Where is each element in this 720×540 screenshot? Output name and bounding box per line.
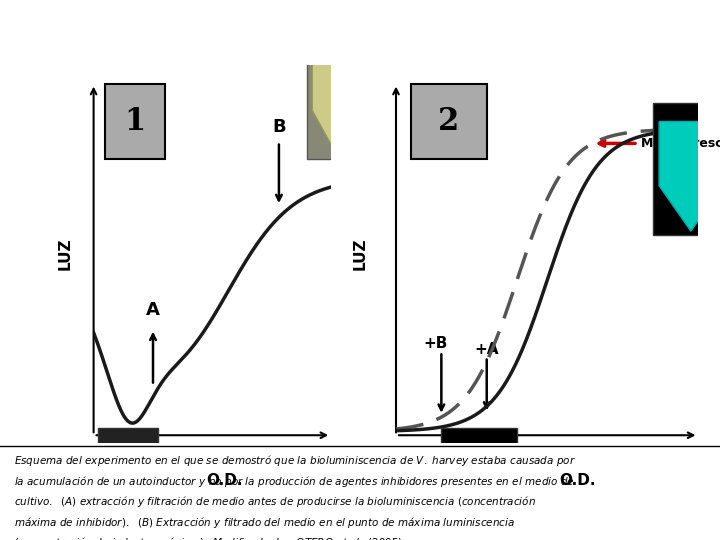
Text: O.D.: O.D. [559,473,595,488]
Text: 2: 2 [438,106,459,137]
Text: $\it{Esquema\ del\ experimento\ en\ el\ que\ se\ demostró\ que\ la\ bioluminisce: $\it{Esquema\ del\ experimento\ en\ el\ … [14,454,576,540]
Bar [290,197,366,329]
Text: LUZ: LUZ [352,238,367,270]
Polygon shape [300,216,356,326]
Bar [653,103,720,235]
Text: +B: +B [423,336,448,352]
Circle shape [17,106,51,159]
Text: Medio fresco: Medio fresco [641,137,720,150]
Text: B: B [272,118,286,136]
Bar [411,84,487,159]
Text: +A: +A [474,342,499,356]
Bar [307,27,366,159]
Text: LUZ: LUZ [58,238,73,270]
Polygon shape [103,450,153,540]
Bar [441,428,517,540]
Polygon shape [308,348,363,450]
Text: O.D.: O.D. [206,473,243,488]
Text: 1: 1 [125,106,145,137]
Polygon shape [447,450,511,540]
Bar [99,428,158,540]
Polygon shape [659,122,720,231]
Bar [106,84,165,159]
Bar [300,333,375,454]
Bar [17,159,65,273]
Text: A: A [146,301,160,319]
Polygon shape [22,178,60,269]
Polygon shape [312,46,362,156]
